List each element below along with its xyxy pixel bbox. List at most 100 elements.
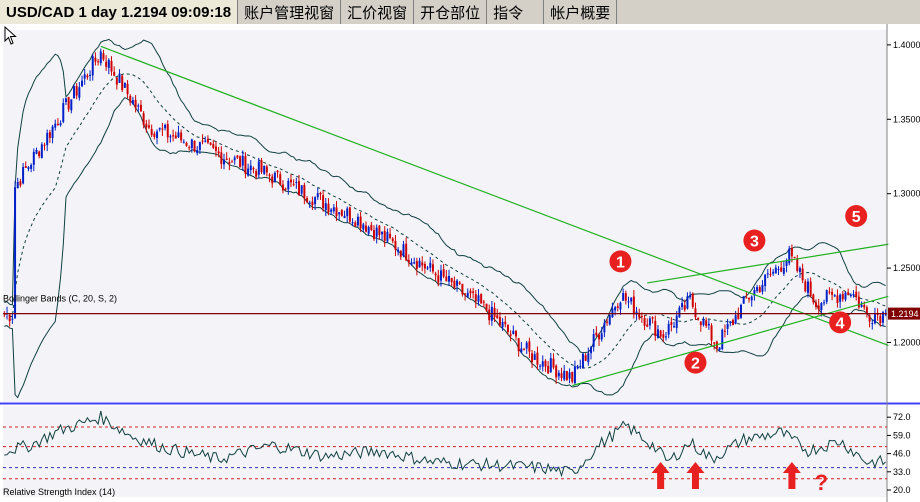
candle bbox=[81, 75, 84, 87]
red-up-arrow-icon bbox=[782, 462, 801, 489]
candle bbox=[115, 77, 118, 90]
candle bbox=[244, 152, 247, 179]
candle bbox=[643, 314, 646, 331]
svg-text:4: 4 bbox=[836, 315, 845, 332]
candle bbox=[665, 332, 667, 341]
candle bbox=[118, 69, 121, 84]
candle bbox=[303, 182, 306, 205]
candle bbox=[292, 179, 295, 187]
candle bbox=[839, 293, 842, 309]
candle bbox=[841, 290, 844, 302]
candle bbox=[239, 155, 242, 168]
candle bbox=[453, 276, 456, 290]
candle bbox=[592, 328, 595, 352]
candle bbox=[619, 301, 622, 315]
candle bbox=[306, 196, 309, 204]
tab-5[interactable]: 帐户概要 bbox=[544, 0, 618, 24]
candle bbox=[873, 307, 876, 325]
candle bbox=[678, 305, 681, 318]
candle bbox=[126, 80, 129, 99]
candle bbox=[531, 350, 534, 369]
candle bbox=[482, 299, 485, 308]
candle bbox=[595, 326, 598, 337]
candle bbox=[804, 279, 807, 293]
candle bbox=[514, 329, 517, 341]
annotation-marker-4: 4 bbox=[829, 311, 852, 334]
candle bbox=[263, 165, 266, 176]
candle bbox=[627, 296, 630, 309]
candle bbox=[748, 297, 751, 303]
annotation-marker-5: 5 bbox=[845, 205, 868, 227]
tab-3[interactable]: 开仓部位 bbox=[414, 0, 488, 24]
candle bbox=[201, 134, 204, 145]
trendline-upper-channel bbox=[647, 243, 889, 284]
candle bbox=[686, 292, 689, 310]
candle bbox=[271, 173, 274, 188]
candle bbox=[300, 185, 303, 196]
candle bbox=[343, 210, 346, 219]
candle bbox=[51, 124, 54, 144]
candle bbox=[796, 254, 799, 273]
candle bbox=[252, 166, 255, 174]
svg-text:3: 3 bbox=[750, 234, 759, 251]
candle bbox=[769, 267, 772, 277]
candle bbox=[27, 166, 30, 172]
candle bbox=[236, 154, 239, 159]
candle bbox=[196, 146, 199, 156]
candle bbox=[338, 212, 341, 220]
candle bbox=[91, 53, 94, 81]
candle bbox=[761, 280, 764, 295]
candle bbox=[107, 58, 110, 75]
candle bbox=[477, 288, 480, 306]
candle bbox=[147, 119, 150, 130]
candle bbox=[59, 120, 62, 127]
candle bbox=[608, 314, 611, 326]
candle bbox=[584, 353, 587, 362]
candle bbox=[257, 157, 260, 179]
tab-0[interactable]: USD/CAD 1 day 1.2194 09:09:18 bbox=[0, 0, 239, 24]
candle bbox=[110, 56, 113, 76]
rsi-line bbox=[4, 410, 887, 478]
candle bbox=[772, 268, 775, 276]
bollinger-lower bbox=[4, 96, 886, 399]
candle bbox=[857, 291, 860, 310]
candle bbox=[265, 164, 268, 177]
candle bbox=[105, 55, 108, 71]
candle bbox=[19, 178, 22, 188]
candle bbox=[437, 269, 440, 287]
price-plot-area bbox=[3, 30, 887, 402]
candle bbox=[381, 231, 384, 241]
candle bbox=[324, 197, 327, 217]
candle bbox=[587, 347, 590, 366]
candle bbox=[413, 257, 416, 265]
annotation-marker-3: 3 bbox=[743, 229, 766, 252]
candle bbox=[506, 324, 509, 335]
candle bbox=[852, 290, 855, 298]
tab-2[interactable]: 汇价视窗 bbox=[341, 0, 415, 24]
tab-4[interactable]: 指令 bbox=[487, 0, 545, 24]
candle bbox=[273, 171, 276, 183]
candle bbox=[367, 225, 370, 236]
candle bbox=[512, 325, 515, 335]
candle bbox=[707, 319, 710, 330]
candle bbox=[429, 256, 432, 272]
candle bbox=[386, 228, 389, 243]
candle bbox=[228, 157, 231, 171]
candle bbox=[541, 355, 544, 372]
tab-1[interactable]: 账户管理视窗 bbox=[238, 0, 342, 24]
candle bbox=[849, 293, 852, 298]
candle bbox=[16, 177, 19, 189]
candle bbox=[801, 263, 804, 284]
candle bbox=[35, 147, 38, 155]
candle bbox=[316, 187, 319, 200]
candle bbox=[847, 288, 850, 296]
candle bbox=[327, 198, 330, 216]
candle bbox=[560, 367, 563, 382]
candle bbox=[525, 341, 528, 354]
candle bbox=[308, 200, 311, 209]
candle bbox=[844, 291, 847, 302]
annotation-marker-1: 1 bbox=[609, 250, 632, 273]
candle bbox=[64, 97, 67, 106]
candle bbox=[756, 284, 759, 293]
rsi-tick-label: 46.0 bbox=[893, 449, 911, 459]
